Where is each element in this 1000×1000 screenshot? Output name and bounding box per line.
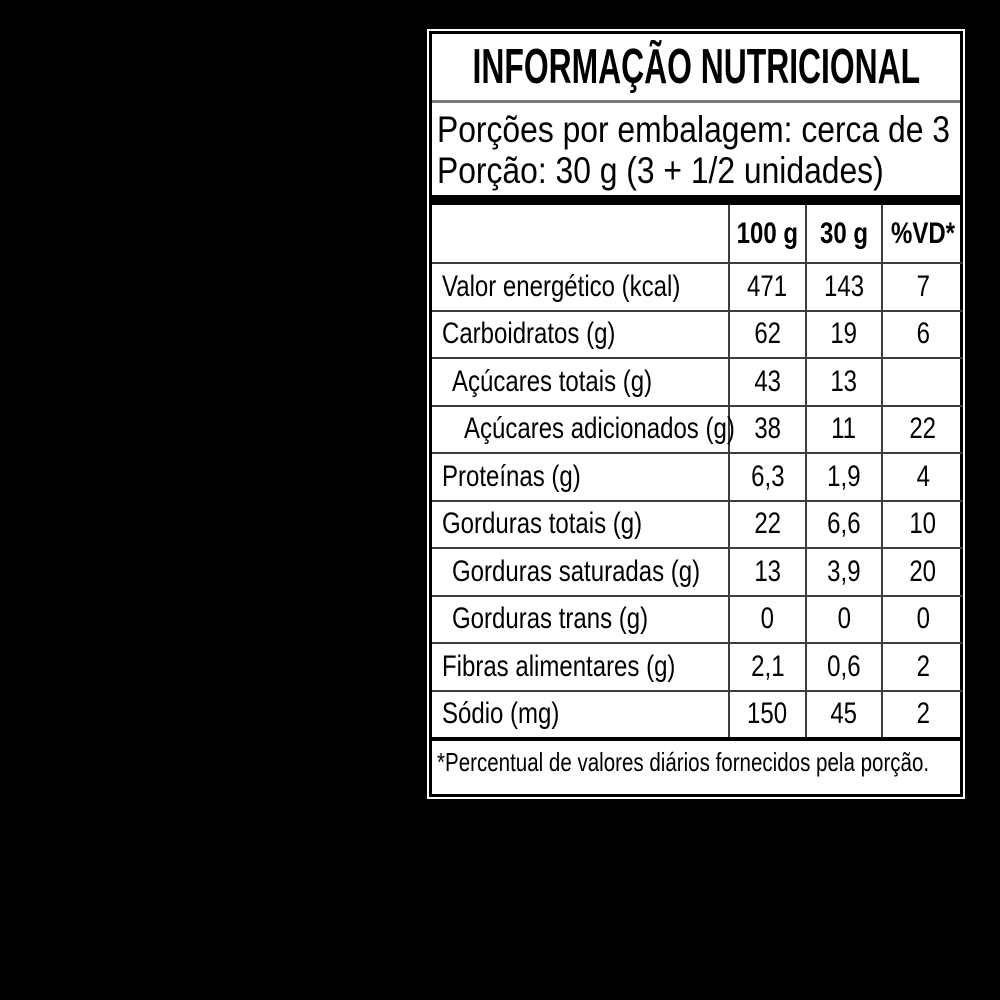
table-row-value-100g: 38 xyxy=(728,404,805,452)
column-header-30g: 30 g xyxy=(805,205,881,262)
table-row-label: Fibras alimentares (g) xyxy=(432,642,728,690)
table-row-value-100g: 150 xyxy=(728,689,805,737)
table-row-value-30g: 19 xyxy=(805,309,881,357)
nutrition-facts-label: INFORMAÇÃO NUTRICIONAL Porções por embal… xyxy=(427,29,965,799)
table-row-value-100g: 0 xyxy=(728,594,805,642)
table-row-value-vd: 7 xyxy=(881,262,964,310)
table-row-label: Proteínas (g) xyxy=(432,452,728,500)
table-row-value-30g: 143 xyxy=(805,262,881,310)
footer-divider-bar xyxy=(432,737,960,741)
table-row-value-30g: 0 xyxy=(805,594,881,642)
table-row-value-vd: 10 xyxy=(881,499,964,547)
label-header: INFORMAÇÃO NUTRICIONAL xyxy=(432,34,960,103)
table-row-label: Açúcares adicionados (g) xyxy=(432,404,735,453)
header-divider-bar xyxy=(432,195,960,205)
servings-per-package-line: Porções por embalagem: cerca de 3 xyxy=(437,109,950,150)
table-row-label: Sódio (mg) xyxy=(432,689,728,738)
table-row-label: Açúcares totais (g) xyxy=(432,357,728,405)
footnote: *Percentual de valores diários fornecido… xyxy=(432,741,960,778)
table-row-value-100g: 6,3 xyxy=(728,452,805,500)
table-row-value-vd: 4 xyxy=(881,452,964,500)
table-row-label: Carboidratos (g) xyxy=(432,309,728,358)
table-row-value-30g: 1,9 xyxy=(805,452,881,500)
column-header-100g: 100 g xyxy=(728,205,805,262)
table-row-value-100g: 43 xyxy=(728,357,805,405)
table-row-value-vd: 22 xyxy=(881,404,964,452)
table-row-value-vd xyxy=(881,357,964,405)
table-row-value-30g: 13 xyxy=(805,357,881,405)
table-row-label: Gorduras totais (g) xyxy=(432,499,728,548)
table-row-value-30g: 11 xyxy=(805,404,881,452)
table-row-label: Valor energético (kcal) xyxy=(432,262,728,310)
table-row-label: Gorduras trans (g) xyxy=(432,594,728,643)
table-row-value-vd: 20 xyxy=(881,547,964,595)
serving-info-section: Porções por embalagem: cerca de 3 Porção… xyxy=(432,103,960,195)
table-row-value-100g: 471 xyxy=(728,262,805,310)
table-row-value-100g: 13 xyxy=(728,547,805,595)
table-row-label: Gorduras saturadas (g) xyxy=(432,547,728,595)
serving-size-line: Porção: 30 g (3 + 1/2 unidades) xyxy=(437,150,884,191)
table-row-value-30g: 3,9 xyxy=(805,547,881,595)
table-row-value-100g: 62 xyxy=(728,309,805,357)
table-row-value-30g: 0,6 xyxy=(805,642,881,690)
nutrition-table: 100 g 30 g %VD* Valor energético (kcal) … xyxy=(432,205,964,738)
table-row-value-100g: 22 xyxy=(728,499,805,547)
table-row-value-vd: 2 xyxy=(881,642,964,690)
column-header-empty xyxy=(432,205,728,262)
label-title: INFORMAÇÃO NUTRICIONAL xyxy=(472,40,920,94)
footnote-text: *Percentual de valores diários fornecido… xyxy=(437,747,930,777)
column-header-vd: %VD* xyxy=(881,205,963,262)
table-row-value-30g: 45 xyxy=(805,689,881,737)
table-row-value-vd: 6 xyxy=(881,309,964,357)
table-row-value-100g: 2,1 xyxy=(728,642,805,690)
table-row-value-30g: 6,6 xyxy=(805,499,881,547)
table-row-value-vd: 0 xyxy=(881,594,964,642)
table-row-value-vd: 2 xyxy=(881,689,964,737)
